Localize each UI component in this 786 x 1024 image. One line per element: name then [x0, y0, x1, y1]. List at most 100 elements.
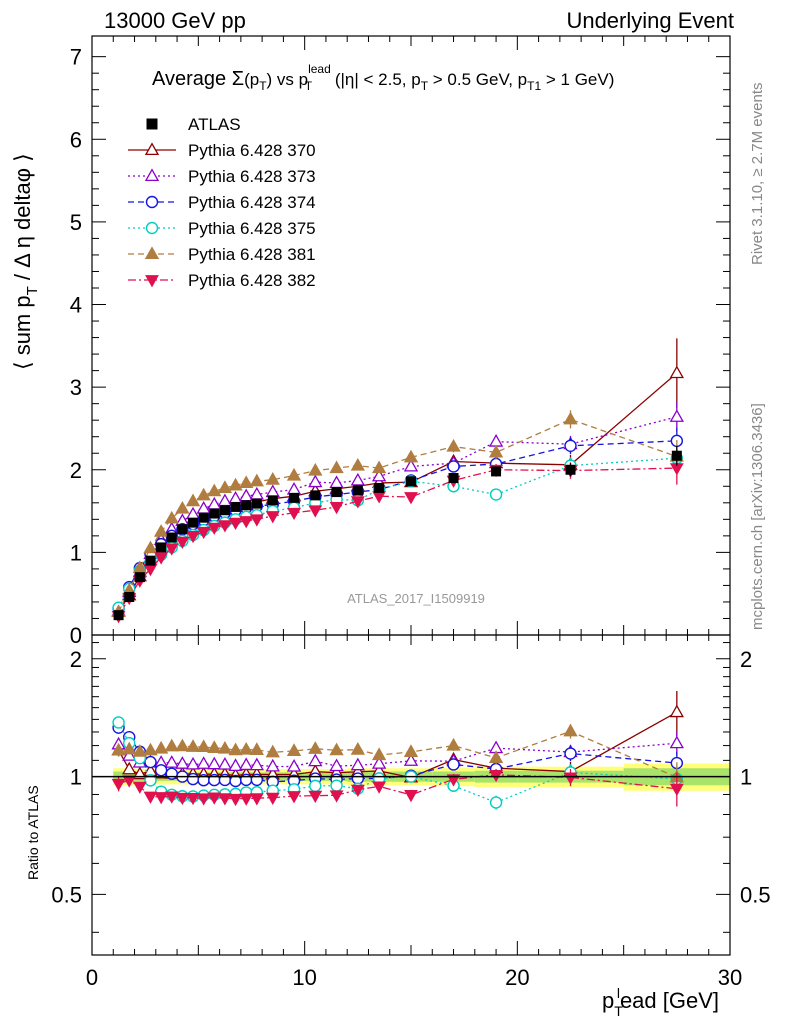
legend-label: Pythia 6.428 381 — [188, 245, 316, 264]
x-tick-label: 10 — [292, 965, 316, 990]
ratio-point — [489, 796, 503, 809]
data-point — [196, 526, 211, 540]
legend-entry: Pythia 6.428 374 — [128, 193, 316, 212]
ratio-point — [144, 755, 157, 769]
ratio-point — [217, 740, 233, 754]
ratio-point — [111, 742, 126, 756]
ratio-point — [249, 793, 264, 806]
legend-label: ATLAS — [188, 115, 241, 134]
series-5 — [111, 410, 684, 617]
ratio-point — [217, 756, 233, 770]
data-point — [286, 481, 302, 495]
data-point — [374, 482, 385, 493]
ratio-point — [111, 778, 126, 792]
ratio-point — [112, 716, 125, 729]
x-axis-label: pTlead [GeV] — [602, 985, 719, 1019]
ratio-point — [669, 704, 684, 718]
data-point — [403, 458, 419, 472]
ratio-point — [239, 793, 254, 806]
data-point — [209, 508, 220, 519]
series-1 — [111, 338, 684, 617]
ratio-point — [185, 756, 201, 770]
data-point — [406, 476, 416, 487]
ratio-point — [286, 743, 302, 757]
main-ytick-label: 1 — [70, 540, 82, 565]
ratio-point — [351, 772, 365, 785]
legend-label: Pythia 6.428 373 — [188, 167, 316, 186]
ratio-point — [446, 737, 461, 751]
ratio-point — [330, 779, 343, 792]
ratio-point — [371, 747, 387, 761]
data-point — [404, 492, 418, 505]
legend-label: Pythia 6.428 375 — [188, 219, 316, 238]
legend-entry: ATLAS — [146, 115, 241, 134]
ratio-series-2 — [111, 732, 684, 772]
ratio-point — [329, 758, 344, 772]
data-point — [228, 517, 243, 530]
ratio-point — [196, 739, 211, 753]
ratio-point — [185, 739, 201, 752]
data-point — [249, 514, 264, 527]
ratio-point — [122, 741, 137, 755]
data-point — [154, 552, 169, 565]
data-point — [219, 505, 230, 516]
ratio-point — [350, 742, 365, 755]
data-point — [267, 495, 278, 506]
ratio-point — [165, 767, 178, 780]
main-ytick-label: 7 — [70, 45, 82, 70]
ratio-ytick-label-right: 1 — [740, 765, 752, 790]
data-point — [217, 493, 233, 507]
legend-label: Pythia 6.428 370 — [188, 141, 316, 160]
data-point — [143, 540, 158, 554]
data-point — [488, 444, 504, 458]
main-ytick-label: 6 — [70, 127, 82, 152]
data-point — [329, 460, 344, 474]
ratio-point — [143, 742, 158, 756]
ratio-point — [309, 779, 322, 793]
ratio-point — [564, 747, 577, 760]
ratio-point — [329, 742, 344, 756]
ratio-point — [239, 757, 254, 771]
data-point — [134, 572, 145, 583]
ratio-point — [164, 791, 179, 804]
ratio-point — [372, 781, 387, 794]
data-point — [228, 477, 243, 491]
ratio-point — [207, 756, 222, 770]
data-point — [286, 467, 302, 481]
legend-marker — [145, 195, 159, 209]
ratio-ylabel: Ratio to ATLAS — [25, 785, 41, 880]
data-point — [153, 524, 169, 537]
data-point — [308, 505, 323, 518]
ratio-point — [563, 723, 578, 737]
data-point — [177, 524, 188, 535]
data-point — [671, 450, 682, 461]
data-point — [145, 555, 156, 566]
main-ytick-label: 3 — [70, 375, 82, 400]
legend-marker — [145, 275, 159, 288]
ratio-point — [286, 758, 302, 772]
data-point — [239, 475, 254, 489]
legend-marker — [144, 142, 160, 156]
data-point — [185, 493, 201, 507]
rivet-label: Rivet 3.1.10, ≥ 2.7M events — [749, 83, 766, 266]
ratio-point — [175, 756, 190, 769]
ratio-point — [218, 793, 232, 806]
data-point — [488, 434, 504, 447]
legend-entry: Pythia 6.428 370 — [128, 141, 316, 160]
legend-label: Pythia 6.428 382 — [188, 271, 316, 290]
data-point — [175, 536, 190, 549]
main-ytick-label: 5 — [70, 210, 82, 235]
ratio-point — [329, 790, 344, 803]
ratio-ytick-label: 2 — [70, 647, 82, 672]
ratio-point — [186, 772, 200, 786]
ratio-point — [350, 757, 365, 771]
ratio-point — [308, 790, 323, 804]
data-point — [563, 411, 578, 425]
data-point — [228, 491, 243, 504]
data-point — [124, 591, 135, 602]
ratio-point — [287, 791, 301, 804]
ratio-point — [228, 793, 243, 807]
header-left: 13000 GeV pp — [104, 8, 246, 33]
data-point — [175, 500, 190, 514]
ratio-point — [228, 758, 243, 771]
